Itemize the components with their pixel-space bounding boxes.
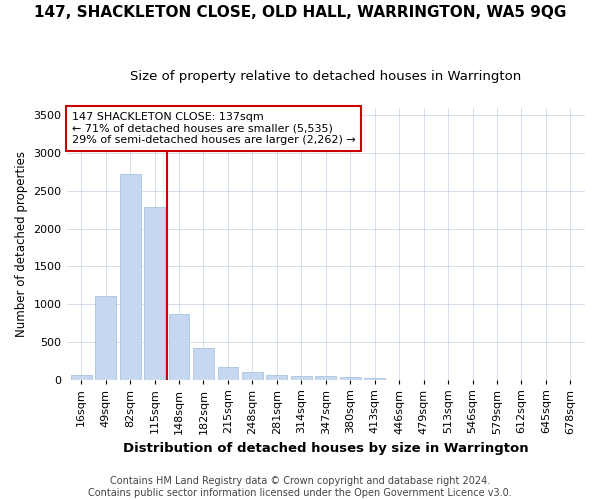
Text: 147, SHACKLETON CLOSE, OLD HALL, WARRINGTON, WA5 9QG: 147, SHACKLETON CLOSE, OLD HALL, WARRING…	[34, 5, 566, 20]
Bar	[340, 377, 361, 380]
Y-axis label: Number of detached properties: Number of detached properties	[15, 150, 28, 336]
Bar	[71, 376, 92, 380]
Bar	[120, 174, 140, 380]
Bar	[193, 348, 214, 380]
Title: Size of property relative to detached houses in Warrington: Size of property relative to detached ho…	[130, 70, 521, 83]
Bar	[144, 208, 165, 380]
Bar	[364, 378, 385, 380]
Bar	[95, 296, 116, 380]
Bar	[169, 314, 190, 380]
Bar	[266, 376, 287, 380]
X-axis label: Distribution of detached houses by size in Warrington: Distribution of detached houses by size …	[123, 442, 529, 455]
Text: 147 SHACKLETON CLOSE: 137sqm
← 71% of detached houses are smaller (5,535)
29% of: 147 SHACKLETON CLOSE: 137sqm ← 71% of de…	[72, 112, 355, 145]
Bar	[242, 372, 263, 380]
Bar	[218, 366, 238, 380]
Bar	[316, 376, 336, 380]
Bar	[291, 376, 312, 380]
Text: Contains HM Land Registry data © Crown copyright and database right 2024.
Contai: Contains HM Land Registry data © Crown c…	[88, 476, 512, 498]
